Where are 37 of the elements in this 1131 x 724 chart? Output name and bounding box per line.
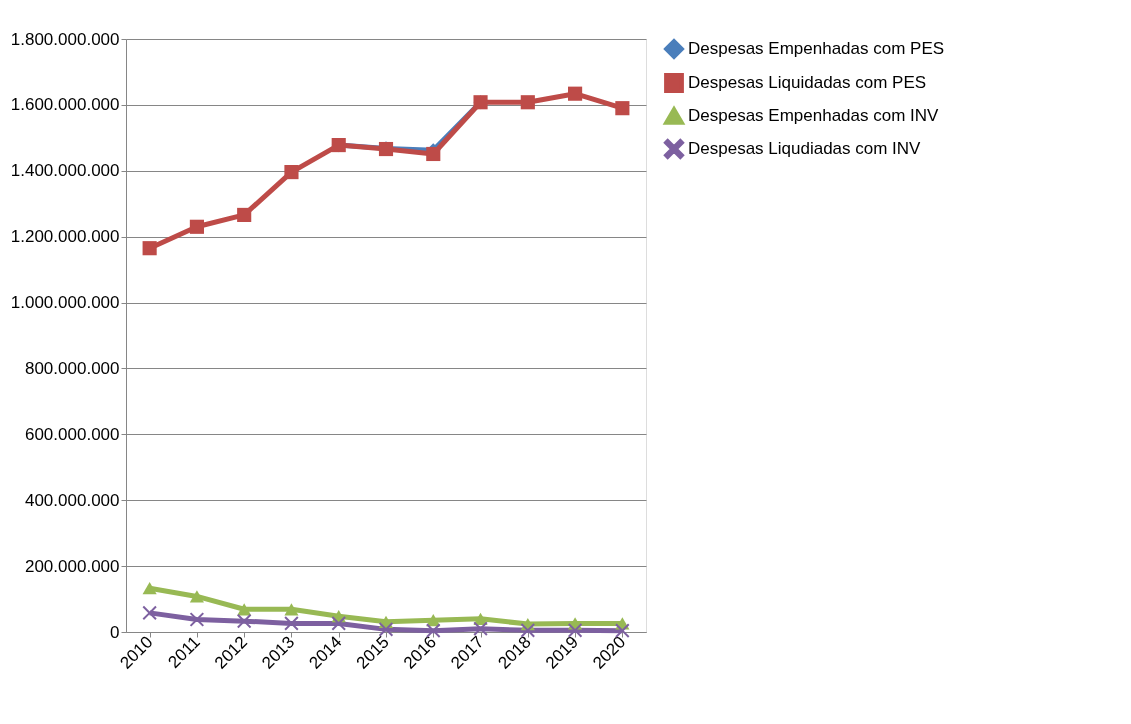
point [189,612,204,627]
y-tick-label: 1.600.000.000 [10,95,120,115]
point [520,623,535,638]
point [568,623,583,638]
legend-label: Despesas Liquidadas com PES [688,73,927,92]
point [284,165,299,180]
y-tick-label: 1.400.000.000 [10,161,120,181]
point [142,582,157,595]
y-tick-label: 1.200.000.000 [10,227,120,247]
legend-label: Despesas Empenhadas com PES [688,39,945,58]
y-tick-label: 1.000.000.000 [10,293,120,313]
point [426,623,441,638]
y-tick-label: 600.000.000 [24,424,120,444]
y-tick-label: 0 [110,622,120,642]
point [426,146,441,162]
y-tick-label: 800.000.000 [24,358,120,378]
legend-label: Despesas Liqudiadas com INV [688,139,922,158]
point [189,590,204,603]
y-tick-label: 400.000.000 [24,490,120,510]
point [473,621,488,636]
point [142,605,157,620]
point [615,101,630,116]
point [331,616,346,631]
y-tick-label: 200.000.000 [24,556,120,576]
legend-label: Despesas Empenhadas com INV [688,106,940,125]
point [284,603,299,616]
point [189,219,204,234]
y-tick-label: 1.800.000.000 [10,29,120,49]
point [237,603,252,616]
point [615,623,630,638]
point [284,616,299,631]
point [568,86,583,101]
point [378,622,394,637]
point [237,207,252,222]
point [520,95,535,110]
point [237,614,252,629]
point [142,241,157,256]
